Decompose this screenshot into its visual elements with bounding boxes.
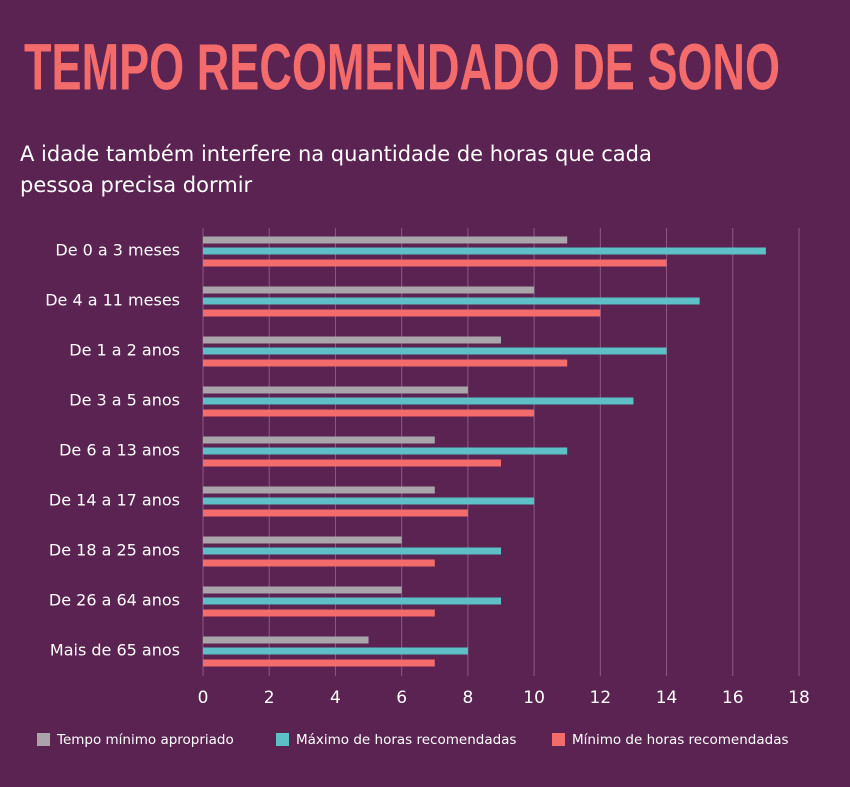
bar bbox=[203, 459, 501, 467]
chart-title: TEMPO RECOMENDADO DE SONO bbox=[24, 29, 780, 103]
bar bbox=[203, 597, 501, 605]
bar bbox=[203, 486, 435, 494]
x-tick-label: 16 bbox=[722, 688, 744, 708]
x-tick-label: 2 bbox=[264, 688, 275, 708]
bar bbox=[203, 586, 402, 594]
bar bbox=[203, 236, 568, 244]
bar bbox=[203, 259, 667, 267]
bar bbox=[203, 359, 568, 367]
subtitle: A idade também interfere na quantidade d… bbox=[20, 142, 652, 166]
bar bbox=[203, 659, 435, 667]
bar bbox=[203, 336, 501, 344]
bar bbox=[203, 347, 667, 355]
x-tick-label: 10 bbox=[523, 688, 545, 708]
legend-label: Tempo mínimo apropriado bbox=[56, 732, 234, 748]
x-tick-label: 0 bbox=[198, 688, 209, 708]
bar bbox=[203, 247, 766, 255]
y-tick-label: De 6 a 13 anos bbox=[59, 441, 180, 460]
y-tick-label: De 18 a 25 anos bbox=[49, 541, 180, 560]
bar bbox=[203, 286, 535, 294]
y-tick-label: De 14 a 17 anos bbox=[49, 491, 180, 510]
bar bbox=[203, 309, 601, 317]
x-tick-label: 6 bbox=[396, 688, 407, 708]
y-tick-label: De 0 a 3 meses bbox=[55, 241, 180, 260]
x-tick-label: 8 bbox=[462, 688, 473, 708]
x-tick-label: 12 bbox=[590, 688, 612, 708]
bar bbox=[203, 409, 535, 417]
bar bbox=[203, 297, 700, 305]
bar bbox=[203, 386, 468, 394]
legend-swatch bbox=[552, 733, 565, 746]
bar bbox=[203, 447, 568, 455]
bar bbox=[203, 436, 435, 444]
bar bbox=[203, 559, 435, 567]
legend-label: Mínimo de horas recomendadas bbox=[572, 732, 789, 748]
bar bbox=[203, 609, 435, 617]
x-tick-label: 14 bbox=[656, 688, 678, 708]
bar bbox=[203, 509, 468, 517]
legend-label: Máximo de horas recomendadas bbox=[296, 732, 516, 748]
y-tick-label: De 4 a 11 meses bbox=[45, 291, 180, 310]
bar bbox=[203, 497, 535, 505]
bar bbox=[203, 547, 501, 555]
legend-swatch bbox=[276, 733, 289, 746]
y-tick-label: De 3 a 5 anos bbox=[69, 391, 180, 410]
y-tick-label: De 26 a 64 anos bbox=[49, 591, 180, 610]
x-tick-label: 18 bbox=[788, 688, 810, 708]
bar bbox=[203, 636, 369, 644]
bar bbox=[203, 397, 634, 405]
x-tick-label: 4 bbox=[330, 688, 341, 708]
legend-swatch bbox=[37, 733, 50, 746]
y-tick-label: Mais de 65 anos bbox=[50, 641, 180, 660]
subtitle: pessoa precisa dormir bbox=[20, 173, 253, 197]
bar bbox=[203, 536, 402, 544]
y-tick-label: De 1 a 2 anos bbox=[69, 341, 180, 360]
bar bbox=[203, 647, 468, 655]
